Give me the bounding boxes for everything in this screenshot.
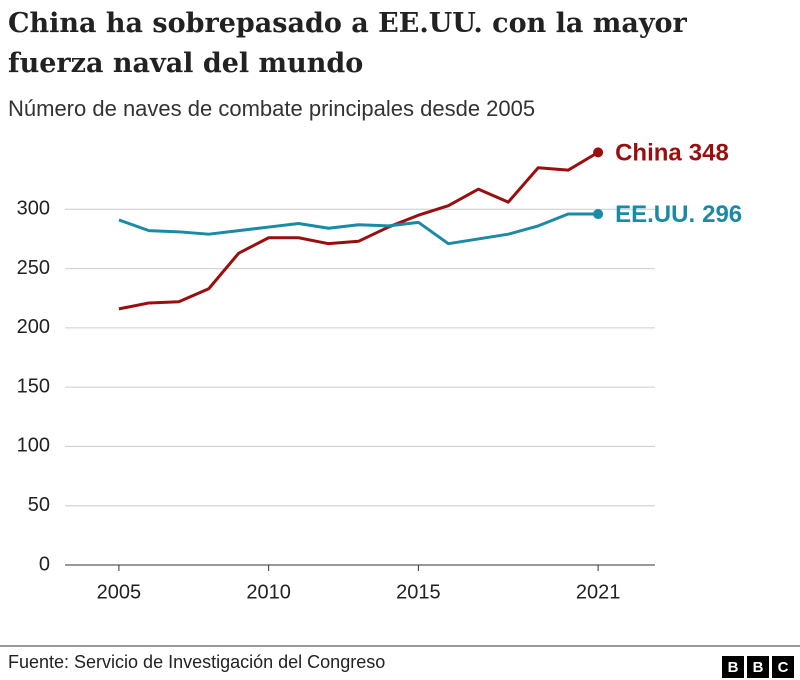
x-tick-label: 2015	[396, 581, 441, 603]
y-tick-label: 250	[17, 257, 50, 279]
x-tick-label: 2021	[576, 581, 621, 603]
y-tick-label: 0	[39, 553, 50, 575]
value-label: 348	[689, 140, 729, 167]
chart-title: China ha sobrepasado a EE.UU. con la may…	[8, 8, 688, 39]
series-line	[118, 212, 599, 246]
y-tick-label: 100	[17, 435, 50, 457]
x-tick-label: 2005	[97, 581, 142, 603]
logo-box	[772, 656, 794, 678]
logo-letter: B	[753, 659, 764, 676]
logo-box	[722, 656, 744, 678]
series-name: EE.UU.	[615, 201, 695, 228]
logo-box	[747, 656, 769, 678]
x-tick-label: 2010	[246, 581, 291, 603]
y-tick-label: 150	[17, 375, 50, 397]
series-label: EE.UU. 296	[615, 201, 742, 228]
y-tick-label: 50	[28, 494, 50, 516]
logo-letter: B	[728, 659, 739, 676]
series-name: China	[615, 140, 682, 167]
end-dot	[593, 147, 604, 158]
chart-title: fuerza naval del mundo	[8, 48, 363, 79]
y-tick-label: 200	[17, 316, 50, 338]
end-dot	[593, 209, 604, 220]
logo-letter: C	[778, 659, 789, 676]
series-line	[118, 151, 599, 311]
chart-subtitle: Número de naves de combate principales d…	[8, 96, 535, 121]
series-label: China 348	[615, 140, 729, 167]
value-label: 296	[702, 201, 742, 228]
source: Fuente: Servicio de Investigación del Co…	[8, 652, 385, 672]
y-tick-label: 300	[17, 198, 50, 220]
